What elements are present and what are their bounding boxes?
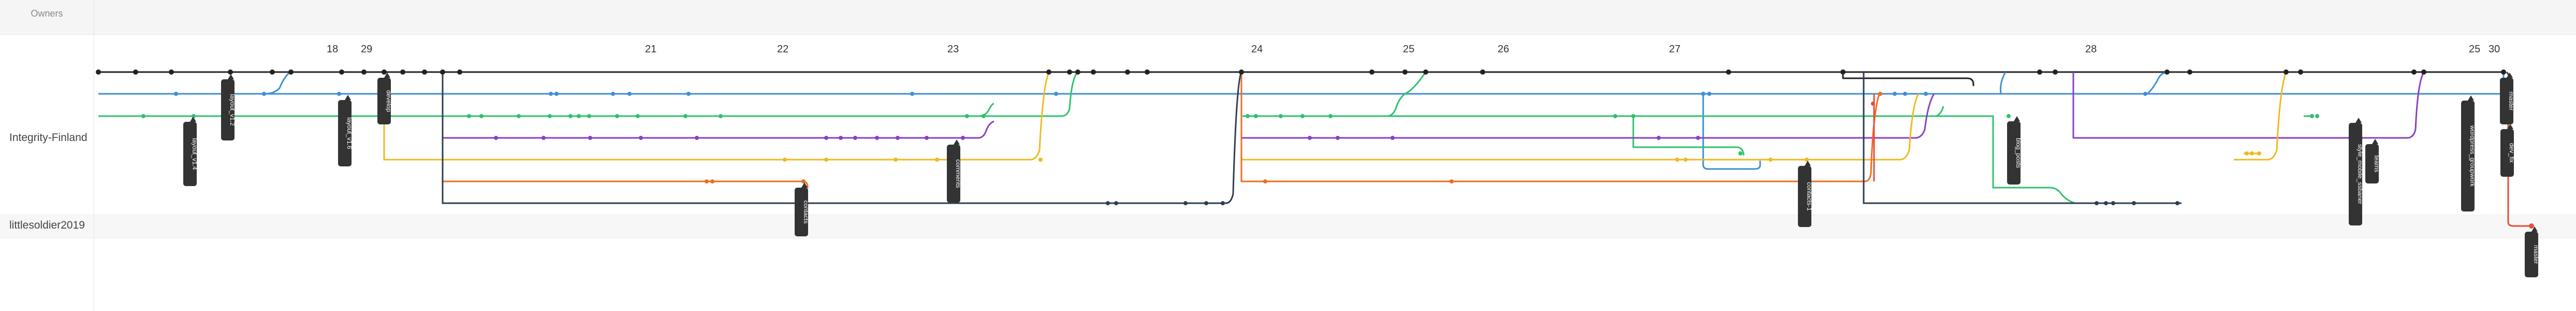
branch-tag[interactable]: layout_v1.2	[221, 74, 236, 140]
branch-tag[interactable]: master	[2500, 73, 2515, 124]
owner-integrity-finland[interactable]: Integrity-Finland	[9, 132, 87, 144]
branch-tag[interactable]: contacts-1	[1798, 161, 1813, 227]
commit-dots-red	[1871, 102, 2534, 229]
owners-header: Owners	[31, 8, 63, 19]
owners-column: Owners Integrity-Finland littlesoldier20…	[0, 0, 94, 311]
svg-text:master: master	[2508, 92, 2515, 111]
date-label: 18	[327, 44, 338, 55]
svg-text:teams: teams	[2373, 156, 2380, 173]
branch-tag[interactable]: dev_fix	[2500, 124, 2515, 177]
svg-text:contacts-1: contacts-1	[1806, 182, 1813, 211]
commit-dots-yellow	[783, 151, 2261, 162]
branch-tag[interactable]: style_mobile_ssbaner	[2349, 118, 2364, 225]
svg-text:wordpress_groupwork: wordpress_groupwork	[2469, 125, 2476, 187]
branch-tag[interactable]: teams	[2365, 139, 2380, 183]
date-label: 25	[2469, 44, 2480, 55]
branch-line-green	[98, 71, 2313, 204]
branch-tag[interactable]: contacts	[795, 182, 810, 236]
svg-text:layout_v1.6: layout_v1.6	[346, 117, 353, 149]
branch-tags: layout_v1.4 layout_v1.2 layout_v1.6 deve…	[183, 73, 2540, 277]
svg-text:style_mobile_ssbaner: style_mobile_ssbaner	[2357, 144, 2364, 204]
commit-dots-navy	[1106, 201, 2179, 205]
branch-tag[interactable]: wordpress_groupwork	[2461, 95, 2476, 211]
date-label: 21	[645, 44, 656, 55]
branch-tag[interactable]: layout_v1.6	[338, 95, 353, 166]
branch-line-orange	[442, 72, 1880, 188]
branch-tag[interactable]: layout_v1.4	[183, 117, 198, 186]
svg-text:blog_posts: blog_posts	[2015, 138, 2022, 168]
branch-line-purple	[443, 72, 2425, 139]
branch-line-red	[1873, 94, 2531, 227]
date-label: 29	[361, 44, 372, 55]
date-axis: 18 29 21 22 23 24 25 26 27 28 25 30	[327, 44, 2500, 55]
date-label: 25	[1403, 44, 1414, 55]
svg-text:comments: comments	[955, 159, 962, 188]
svg-text:develop: develop	[385, 90, 392, 112]
branch-tag[interactable]: blog_posts	[2007, 116, 2022, 185]
branch-tag[interactable]: develop	[377, 73, 392, 124]
commit-dots-green	[141, 114, 2319, 156]
date-label: 22	[777, 44, 788, 55]
svg-text:layout_v1.2: layout_v1.2	[229, 94, 236, 126]
commit-dots-blue	[174, 92, 2147, 96]
date-label: 27	[1669, 44, 1680, 55]
branch-line-blue	[98, 71, 2505, 170]
svg-text:contacts: contacts	[802, 201, 810, 224]
commit-dots-main	[96, 69, 2506, 75]
svg-text:dev_fix: dev_fix	[2508, 143, 2515, 163]
svg-text:layout_v1.4: layout_v1.4	[191, 138, 198, 170]
branch-line-main	[98, 71, 2504, 86]
svg-text:master: master	[2533, 245, 2540, 264]
date-label: 26	[1498, 44, 1509, 55]
branch-tag[interactable]: comments	[947, 139, 962, 203]
commit-dots-orange	[705, 92, 1882, 183]
date-label: 23	[947, 44, 959, 55]
date-label: 28	[2085, 44, 2097, 55]
column-header-bar	[0, 0, 2576, 35]
owner-row-band	[0, 215, 2576, 238]
branch-tag[interactable]: master	[2525, 227, 2540, 277]
owner-littlesoldier2019[interactable]: littlesoldier2019	[9, 219, 85, 231]
date-label: 24	[1251, 44, 1263, 55]
date-label: 30	[2489, 44, 2500, 55]
